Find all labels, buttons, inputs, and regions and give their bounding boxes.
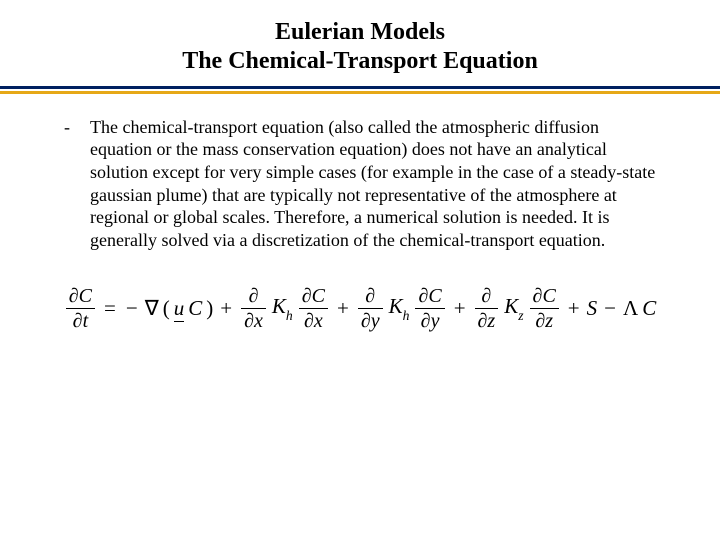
frac-d-dx: ∂ ∂x: [241, 286, 266, 331]
bullet-item: - The chemical-transport equation (also …: [60, 116, 660, 252]
frac-dC-dy: ∂C ∂y: [415, 286, 444, 331]
op-minus-2: −: [601, 296, 619, 321]
frac-dC-dt: ∂C ∂t: [66, 286, 95, 331]
op-plus-2: +: [334, 296, 352, 321]
op-plus-1: +: [217, 296, 235, 321]
slide-title: Eulerian Models The Chemical-Transport E…: [0, 0, 720, 86]
frac-dC-dz: ∂C ∂z: [530, 286, 559, 331]
equation: ∂C ∂t = − ∇ ( u C ) + ∂ ∂x Kh ∂C ∂x: [64, 286, 656, 331]
lparen: (: [163, 296, 170, 321]
op-plus-3: +: [451, 296, 469, 321]
Kz: Kz: [504, 294, 523, 322]
equation-block: ∂C ∂t = − ∇ ( u C ) + ∂ ∂x Kh ∂C ∂x: [60, 252, 660, 331]
vec-u: u: [174, 296, 185, 321]
frac-dC-dx: ∂C ∂x: [299, 286, 328, 331]
bullet-text: The chemical-transport equation (also ca…: [90, 116, 660, 252]
title-line-1: Eulerian Models: [0, 18, 720, 47]
nabla: ∇: [145, 296, 159, 321]
title-line-2: The Chemical-Transport Equation: [0, 47, 720, 76]
rparen: ): [206, 296, 213, 321]
frac-d-dy: ∂ ∂y: [358, 286, 383, 331]
content-area: - The chemical-transport equation (also …: [0, 94, 720, 331]
Kh-1: Kh: [272, 294, 293, 322]
Lambda: Λ: [623, 296, 638, 321]
op-eq: =: [101, 296, 119, 321]
divider-rule: [0, 86, 720, 94]
bullet-marker: -: [60, 116, 90, 139]
op-minus-1: −: [123, 296, 141, 321]
frac-d-dz: ∂ ∂z: [475, 286, 499, 331]
Kh-2: Kh: [389, 294, 410, 322]
var-C-1: C: [188, 296, 202, 321]
var-S: S: [587, 296, 598, 321]
op-plus-4: +: [565, 296, 583, 321]
var-C-2: C: [642, 296, 656, 321]
